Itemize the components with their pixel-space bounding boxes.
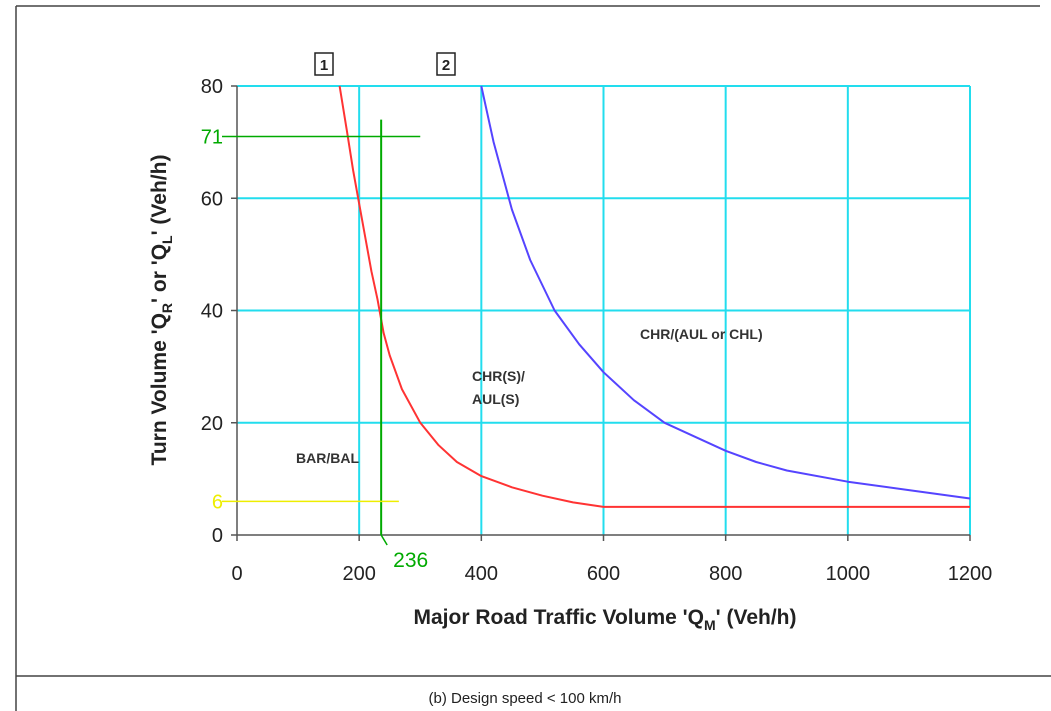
figure-caption: (b) Design speed < 100 km/h [428,690,621,707]
x-tick-label-1200: 1200 [948,563,993,585]
x-tick-label-0: 0 [231,563,242,585]
marker-leader-line [380,534,388,546]
region-label-bar: BAR/BAL [296,450,359,466]
region-label-chr-s-line2: AUL(S) [472,391,519,407]
y-tick-label-40: 40 [201,301,223,323]
x-tick-label-400: 400 [465,563,498,585]
y-tick-label-0: 0 [212,525,223,547]
axes: 0 200 400 600 800 1000 1200 0 20 40 60 80 [201,76,993,585]
annotations: 236 71 6 [201,119,428,572]
x-axis-label: Major Road Traffic Volume 'QM' (Veh/h) [414,606,797,633]
series-line-1 [338,85,970,508]
grid [237,85,971,535]
x-tick-label-200: 200 [342,563,375,585]
marker-y-label-yellow: 6 [212,491,223,513]
y-axis-label: Turn Volume 'QR' or 'QL' (Veh/h) [148,155,175,466]
curve-tag-2-text: 2 [442,57,450,74]
marker-y-label-green: 71 [201,127,223,149]
curve-tag-1-text: 1 [320,57,328,74]
x-tick-label-1000: 1000 [826,563,871,585]
curve-tag-2: 2 [436,52,456,76]
series-line-2 [480,85,971,500]
region-label-chr-s-line1: CHR(S)/ [472,368,525,384]
y-tick-label-60: 60 [201,188,223,210]
marker-x-label: 236 [393,549,428,572]
region-label-chr: CHR/(AUL or CHL) [640,326,763,342]
series-lines [338,85,971,508]
y-tick-label-80: 80 [201,76,223,98]
curve-tag-1: 1 [314,52,334,76]
y-tick-label-20: 20 [201,413,223,435]
x-tick-label-600: 600 [587,563,620,585]
x-tick-label-800: 800 [709,563,742,585]
